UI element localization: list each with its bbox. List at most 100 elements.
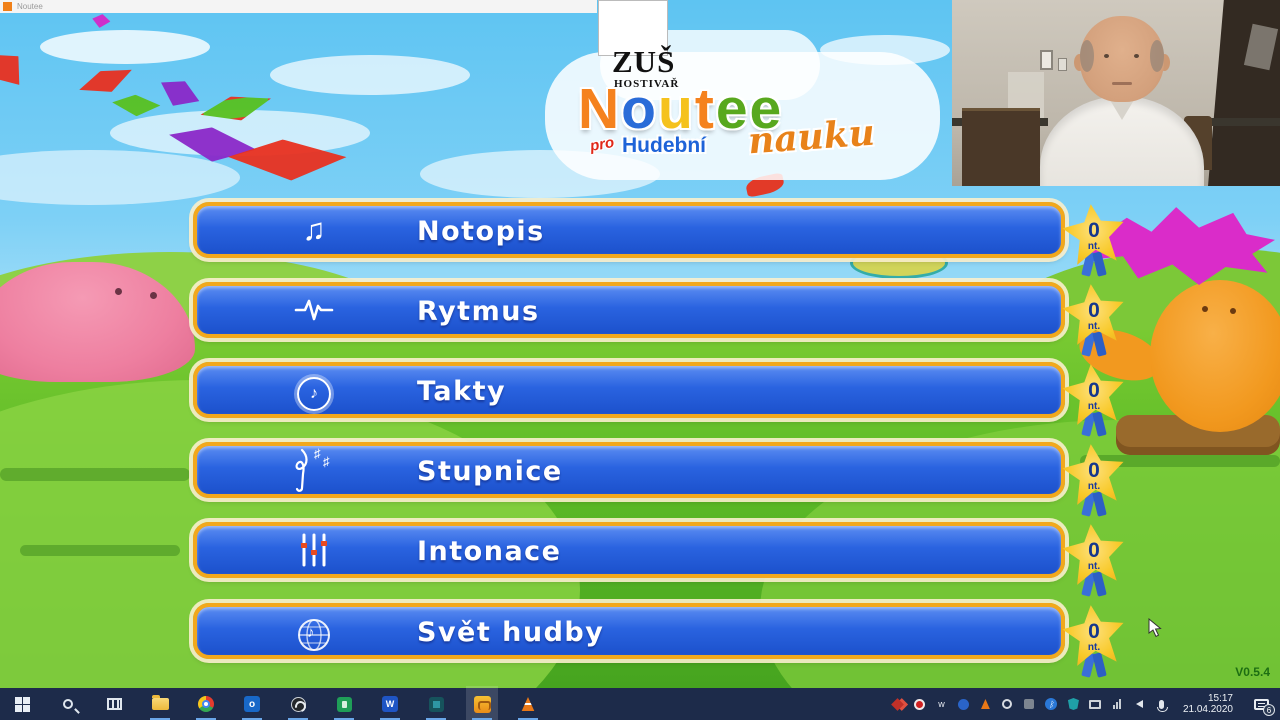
- taskbar-word[interactable]: W: [378, 690, 402, 720]
- version-label: V0.5.4: [1235, 665, 1270, 679]
- ribbon-icon: [1092, 571, 1107, 597]
- search-icon: [63, 699, 73, 709]
- ribbon-icon: [1092, 652, 1107, 678]
- flying-shape-purple: [154, 70, 204, 116]
- score-badge: 0 nt.: [1062, 364, 1126, 440]
- tray-volume-icon[interactable]: [1133, 698, 1146, 711]
- tray-mic-icon[interactable]: [1155, 698, 1168, 712]
- tray-display-icon[interactable]: [1089, 698, 1102, 711]
- clock-time: 15:17: [1207, 693, 1233, 704]
- flying-shape-red: [76, 63, 136, 100]
- score-value: 0: [1088, 459, 1100, 482]
- grass-streak: [20, 545, 180, 556]
- person-eye: [1134, 54, 1139, 58]
- menu-label: Notopis: [417, 216, 545, 247]
- school-logo-box: [598, 0, 668, 56]
- person-ear: [1074, 54, 1085, 71]
- tray-vlc-icon[interactable]: [979, 698, 992, 711]
- tray-ring-icon[interactable]: [1001, 698, 1014, 711]
- task-view-button[interactable]: [102, 690, 126, 718]
- obs-icon: [290, 696, 306, 712]
- score-unit: nt.: [1087, 401, 1101, 412]
- score-badge: 0 nt.: [1062, 204, 1126, 280]
- menu-label: Rytmus: [417, 296, 540, 327]
- taskbar-noutee-app[interactable]: [466, 686, 498, 720]
- taskbar-clock[interactable]: 15:17 21.04.2020: [1177, 693, 1239, 715]
- action-center-button[interactable]: 6: [1248, 690, 1275, 718]
- sliders-icon: [292, 526, 336, 574]
- window-title: Noutee: [17, 2, 43, 11]
- desk: [1196, 118, 1280, 126]
- menu-button-rytmus[interactable]: Rytmus: [193, 282, 1065, 338]
- cloud: [270, 55, 470, 95]
- folder-icon: [151, 695, 169, 710]
- clock-date: 21.04.2020: [1182, 704, 1233, 715]
- menu-label: Stupnice: [417, 456, 563, 487]
- score-unit: nt.: [1087, 642, 1101, 653]
- taskbar-green-app[interactable]: [332, 690, 356, 720]
- person-ear: [1159, 54, 1170, 71]
- menu-label: Svět hudby: [417, 617, 605, 648]
- score-badge: 0 nt.: [1062, 284, 1126, 360]
- tagline-hudebni: Hudební: [622, 134, 706, 157]
- flying-shape-magenta: [90, 11, 112, 30]
- taskbar-obs[interactable]: [286, 690, 310, 720]
- teal-app-icon: [428, 696, 444, 712]
- taskbar-vlc[interactable]: [516, 690, 540, 720]
- tray-red-layers-icon[interactable]: [891, 697, 904, 711]
- tray-record-icon[interactable]: [913, 698, 926, 711]
- picture-frame: [1058, 58, 1067, 71]
- tray-gray-app-icon[interactable]: [1023, 698, 1036, 711]
- vlc-icon: [521, 697, 535, 711]
- cloud: [40, 30, 210, 64]
- noutee-app-icon: [473, 695, 491, 713]
- mouse-cursor: [1148, 617, 1162, 643]
- taskbar-chrome[interactable]: [194, 690, 218, 720]
- windows-icon: [14, 696, 30, 712]
- menu-label: Takty: [417, 376, 507, 407]
- menu-button-stupnice[interactable]: ♯ ♯ Stupnice: [193, 442, 1065, 498]
- menu-button-takty[interactable]: ♪ Takty: [193, 362, 1065, 418]
- score-badge: 0 nt.: [1062, 605, 1126, 681]
- task-view-icon: [106, 698, 122, 710]
- person-eye: [1104, 54, 1109, 58]
- person-hair: [1080, 40, 1094, 72]
- score-value: 0: [1088, 219, 1100, 242]
- menu-button-intonace[interactable]: Intonace: [193, 522, 1065, 578]
- tray-shield-icon[interactable]: [1067, 698, 1080, 711]
- tray-blue-app-icon[interactable]: [957, 698, 970, 711]
- score-unit: nt.: [1087, 321, 1101, 332]
- person-mouth: [1112, 82, 1132, 85]
- taskbar-teal-app[interactable]: [424, 690, 448, 720]
- score-unit: nt.: [1087, 241, 1101, 252]
- notification-count-badge: 6: [1263, 704, 1275, 716]
- menu-button-notopis[interactable]: ♫ Notopis: [193, 202, 1065, 258]
- start-button[interactable]: [10, 690, 34, 718]
- score-value: 0: [1088, 539, 1100, 562]
- picture-frame: [1040, 50, 1053, 70]
- window-app-icon: [3, 2, 12, 11]
- person-hair: [1150, 40, 1164, 72]
- clef-sharps-icon: ♯ ♯: [292, 446, 336, 494]
- tray-network-icon[interactable]: [1111, 698, 1124, 711]
- flying-shape-red: [0, 47, 31, 93]
- beamed-notes-icon: ♫: [302, 212, 326, 247]
- school-name: ZUŠ: [612, 44, 676, 79]
- search-button[interactable]: [56, 690, 80, 718]
- cloud: [0, 150, 240, 205]
- app-logo: Noutee: [578, 77, 784, 141]
- taskbar: o W w ᛒ 15:17 21.04.2020: [0, 686, 1280, 720]
- pulse-wave-icon: [292, 286, 336, 334]
- menu-button-svet-hudby[interactable]: ♪ Svět hudby: [193, 603, 1065, 659]
- ribbon-icon: [1092, 491, 1107, 517]
- orange-creature: [1150, 280, 1280, 432]
- word-icon: W: [382, 696, 398, 712]
- tagline-nauku: nauku: [746, 111, 877, 163]
- webcam-overlay: [952, 0, 1280, 186]
- score-value: 0: [1088, 379, 1100, 402]
- taskbar-outlook[interactable]: o: [240, 690, 264, 720]
- taskbar-file-explorer[interactable]: [148, 690, 172, 720]
- tray-bluetooth-icon[interactable]: ᛒ: [1045, 698, 1058, 711]
- tray-word-icon[interactable]: w: [938, 699, 945, 709]
- chrome-icon: [198, 696, 214, 712]
